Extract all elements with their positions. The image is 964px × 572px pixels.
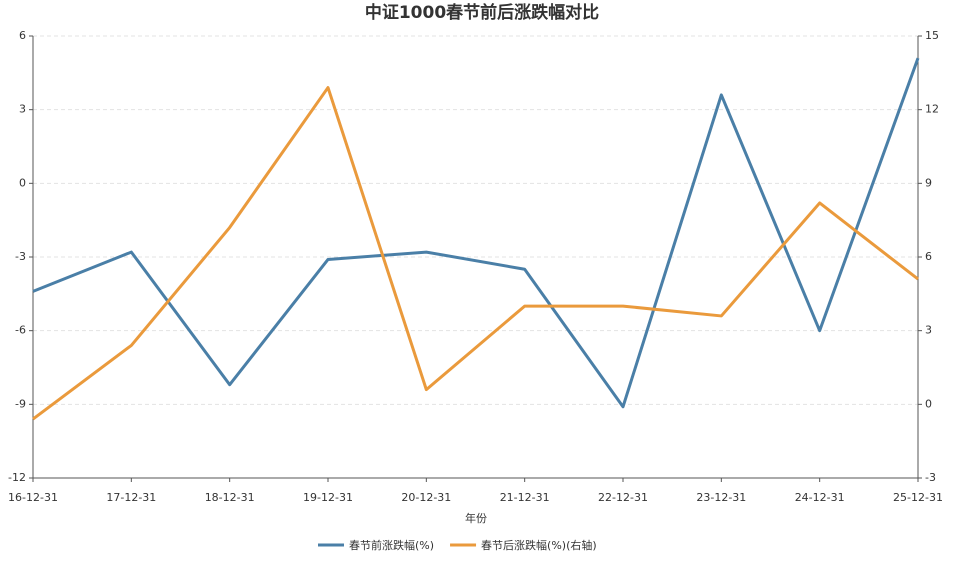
x-tick-label: 16-12-31	[8, 491, 58, 504]
x-tick-label: 17-12-31	[106, 491, 156, 504]
y-tick-label: 0	[19, 176, 26, 189]
y2-tick-label: 0	[925, 397, 932, 410]
series-line	[32, 57, 920, 409]
x-tick-label: 23-12-31	[696, 491, 746, 504]
x-tick-label: 18-12-31	[205, 491, 255, 504]
x-tick-label: 24-12-31	[795, 491, 845, 504]
y-tick-label: 6	[19, 29, 26, 42]
x-tick-label: 21-12-31	[500, 491, 550, 504]
y-tick-label: -12	[8, 471, 26, 484]
y2-tick-label: 3	[925, 324, 932, 337]
x-tick-label: 19-12-31	[303, 491, 353, 504]
y-tick-label: -6	[15, 324, 26, 337]
y2-tick-label: 12	[925, 103, 939, 116]
x-tick-label: 22-12-31	[598, 491, 648, 504]
series-line	[32, 86, 919, 421]
y2-tick-label: 15	[925, 29, 939, 42]
y2-tick-label: 9	[925, 176, 932, 189]
legend-label: 春节前涨跌幅(%)	[349, 538, 434, 552]
y-tick-label: -9	[15, 397, 26, 410]
chart-title: 中证1000春节前后涨跌幅对比	[365, 2, 599, 23]
y2-tick-label: -3	[925, 471, 936, 484]
y-tick-label: -3	[15, 250, 26, 263]
legend-label: 春节后涨跌幅(%)(右轴)	[481, 538, 597, 552]
x-axis-label: 年份	[465, 511, 487, 525]
y2-tick-label: 6	[925, 250, 932, 263]
y-tick-label: 3	[19, 103, 26, 116]
x-tick-label: 25-12-31	[893, 491, 943, 504]
x-tick-label: 20-12-31	[401, 491, 451, 504]
